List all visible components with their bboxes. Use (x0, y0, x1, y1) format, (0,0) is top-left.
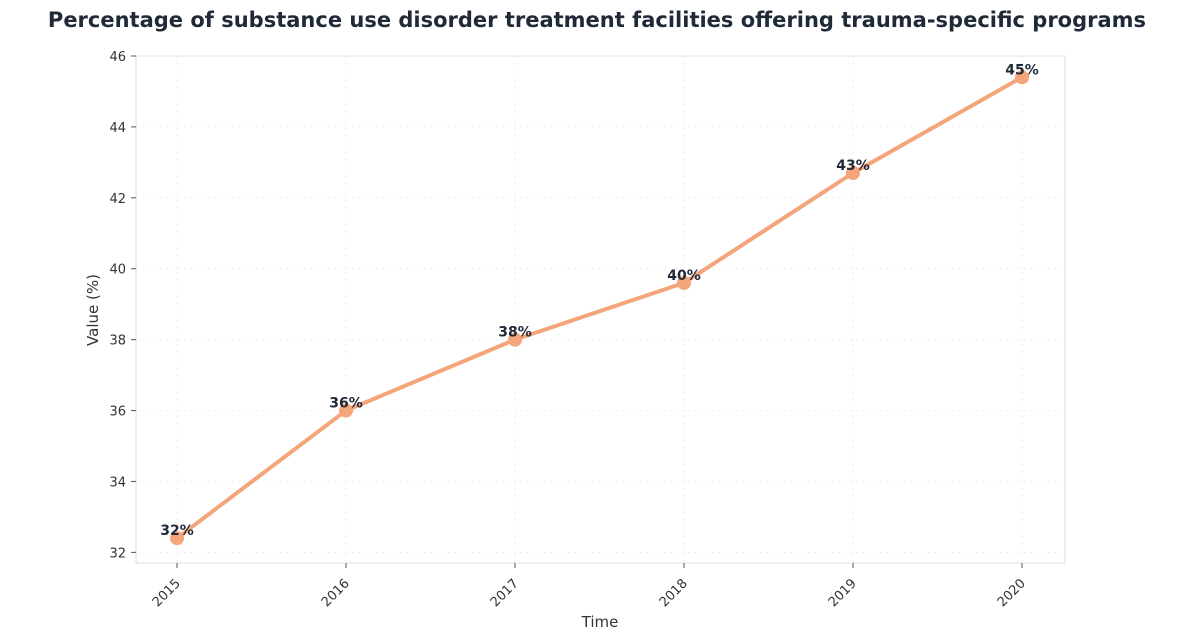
y-tick-label: 38 (109, 334, 126, 349)
x-tick-label: 2018 (657, 576, 691, 610)
data-point (677, 275, 691, 290)
x-axis-label: Time (581, 613, 619, 631)
data-point (1015, 70, 1029, 85)
y-axis: 32 34 36 38 40 42 44 46 (109, 50, 136, 561)
data-point (170, 531, 184, 546)
data-label: 43% (836, 158, 870, 174)
data-label: 40% (667, 268, 701, 284)
x-tick-label: 2017 (488, 576, 522, 610)
data-label: 45% (1005, 62, 1039, 78)
x-tick-label: 2019 (826, 576, 860, 610)
data-label: 32% (160, 523, 194, 539)
y-tick-label: 40 (109, 263, 126, 278)
data-label: 36% (329, 396, 363, 412)
y-tick-label: 46 (109, 50, 126, 65)
x-tick-label: 2020 (995, 576, 1029, 610)
grid (136, 55, 1065, 563)
y-axis-label: Value (%) (84, 274, 102, 346)
chart-title: Percentage of substance use disorder tre… (48, 8, 1146, 32)
y-tick-label: 32 (109, 546, 126, 561)
x-tick-label: 2016 (319, 576, 353, 610)
y-tick-label: 44 (109, 121, 126, 136)
data-points (170, 70, 1029, 546)
data-point (846, 166, 860, 180)
data-point (508, 332, 522, 347)
y-tick-label: 34 (109, 475, 126, 490)
data-labels: 32% 36% 38% 40% 43% 45% (160, 62, 1039, 539)
series-line (175, 75, 1023, 540)
y-tick-label: 42 (109, 192, 126, 207)
x-axis: 2015 2016 2017 2018 2019 2020 (150, 563, 1029, 610)
data-label: 38% (498, 325, 532, 341)
data-point (339, 403, 353, 418)
y-tick-label: 36 (109, 405, 126, 420)
x-tick-label: 2015 (150, 576, 184, 610)
